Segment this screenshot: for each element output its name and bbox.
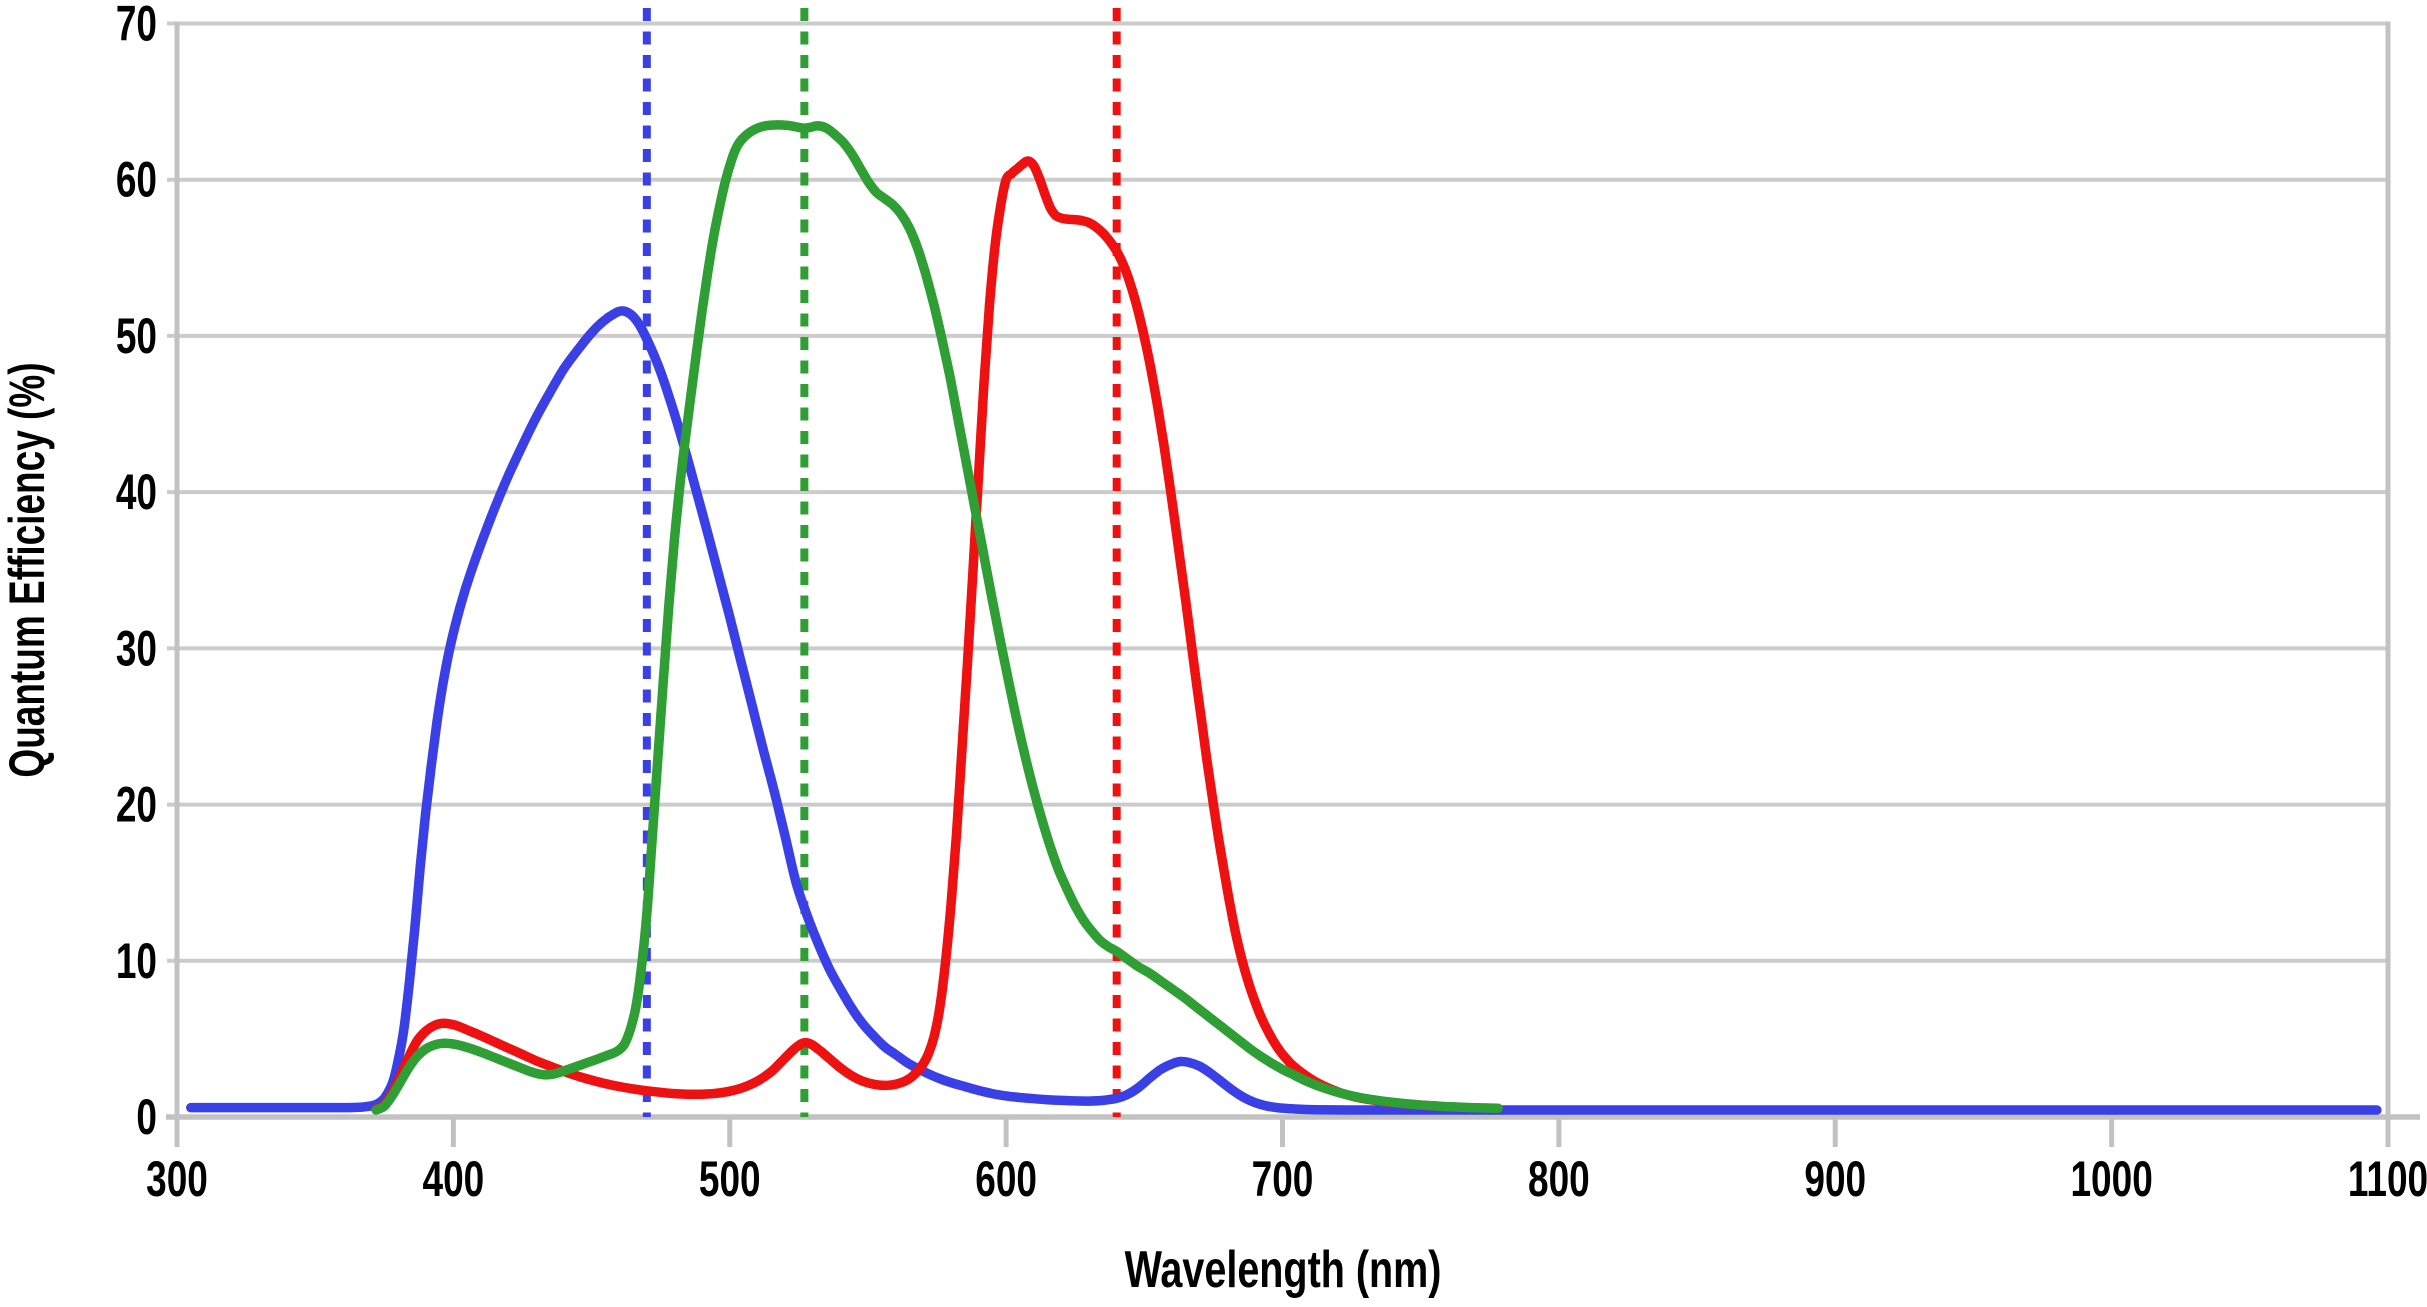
gridlines-layer (167, 21, 2388, 963)
y-tick-label-10: 10 (116, 933, 157, 989)
tick-labels-layer: 300 400 500 600 700 800 900 1000 1100 0 10 20 30 40 50… (116, 0, 2427, 1207)
x-tick-label-500: 500 (699, 1152, 761, 1208)
y-tick-label-20: 20 (116, 777, 157, 833)
curves-layer (186, 120, 2382, 1115)
x-axis-title: Wavelength (nm) (1125, 1240, 1442, 1299)
x-tick-label-1000: 1000 (2070, 1152, 2152, 1208)
x-tick-label-600: 600 (975, 1152, 1037, 1208)
x-tick-label-400: 400 (423, 1152, 485, 1208)
y-tick-label-70: 70 (116, 0, 157, 52)
curve-green-channel (371, 120, 1503, 1115)
x-tick-label-300: 300 (146, 1152, 208, 1208)
curve-blue-channel (186, 306, 2382, 1115)
axes-layer (166, 21, 2420, 1147)
x-tick-label-900: 900 (1804, 1152, 1866, 1208)
y-tick-label-50: 50 (116, 309, 157, 365)
y-tick-label-60: 60 (116, 152, 157, 208)
y-tick-label-0: 0 (136, 1090, 157, 1146)
curve-red-channel (371, 156, 1443, 1114)
x-tick-label-700: 700 (1252, 1152, 1314, 1208)
x-tick-label-1100: 1100 (2348, 1152, 2427, 1208)
x-tick-label-800: 800 (1528, 1152, 1590, 1208)
y-axis-title: Quantum Efficiency (%) (0, 362, 55, 777)
y-tick-label-40: 40 (116, 465, 157, 521)
y-tick-label-30: 30 (116, 621, 157, 677)
